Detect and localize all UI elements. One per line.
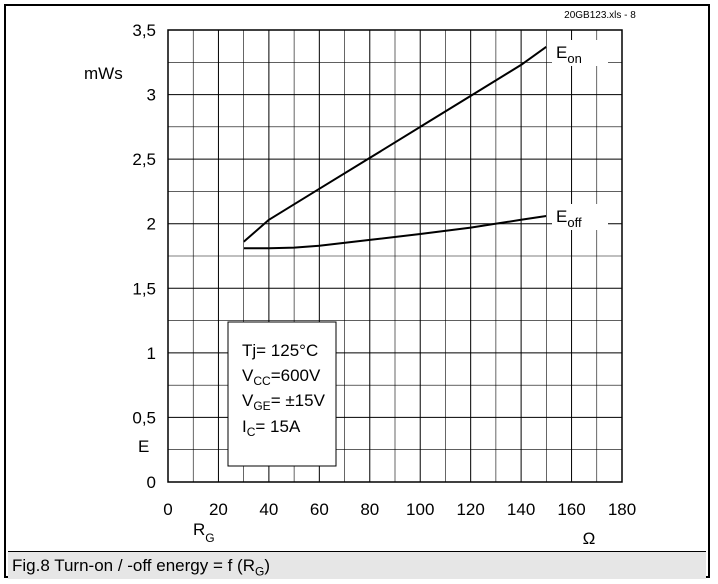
x-tick-label: 120 [456, 500, 484, 519]
y-tick-label: 1 [147, 344, 156, 363]
series-line-e-off [243, 215, 547, 250]
x-tick-label: 80 [360, 500, 379, 519]
condition-vge: VGE= ±15V [242, 391, 326, 413]
legend-label: Eoff [556, 207, 582, 230]
x-axis-unit: Ω [583, 529, 596, 548]
source-label: 20GB123.xls - 8 [564, 10, 636, 21]
y-tick-label: 2,5 [132, 150, 156, 169]
legend-label-bg [552, 40, 608, 66]
y-tick-label: 0,5 [132, 408, 156, 427]
x-tick-label: 0 [163, 500, 172, 519]
y-tick-label: 0 [147, 473, 156, 492]
figure-caption-bar: Fig.8 Turn-on / -off energy = f (RG) [8, 551, 706, 579]
plot-border [167, 29, 623, 483]
condition-ic: IC= 15A [242, 417, 301, 439]
tick-labels: 0 20 40 60 80 100 120 140 160 180 0 0,5 1 1,5 2 2,5 3 3,5 [132, 21, 636, 519]
condition-vcc: VCC=600V [242, 366, 321, 388]
condition-tj: Tj= 125°C [242, 341, 318, 360]
y-tick-label: 3,5 [132, 21, 156, 40]
y-tick-label: 1,5 [132, 279, 156, 298]
x-tick-label: 180 [608, 500, 636, 519]
series-layer [243, 45, 547, 250]
legend-e-on: Eon [552, 40, 608, 66]
x-axis-label: RG [193, 520, 215, 545]
y-axis-label: E [138, 437, 149, 456]
legend-label: Eon [556, 43, 582, 66]
x-tick-label: 60 [310, 500, 329, 519]
x-tick-label: 40 [259, 500, 278, 519]
legend-label-bg [552, 204, 608, 230]
conditions-box-frame [227, 321, 337, 467]
y-axis-unit: mWs [84, 64, 123, 83]
conditions-box: Tj= 125°C VCC=600V VGE= ±15V IC= 15A [227, 321, 337, 467]
x-tick-label: 160 [557, 500, 585, 519]
series-line-e-on [243, 45, 547, 243]
figure-caption: Fig.8 Turn-on / -off energy = f (RG) [12, 556, 271, 579]
x-tick-label: 20 [209, 500, 228, 519]
x-tick-label: 140 [507, 500, 535, 519]
legend-e-off: Eoff [552, 204, 608, 230]
y-tick-label: 2 [147, 215, 156, 234]
y-tick-label: 3 [147, 86, 156, 105]
x-tick-label: 100 [406, 500, 434, 519]
